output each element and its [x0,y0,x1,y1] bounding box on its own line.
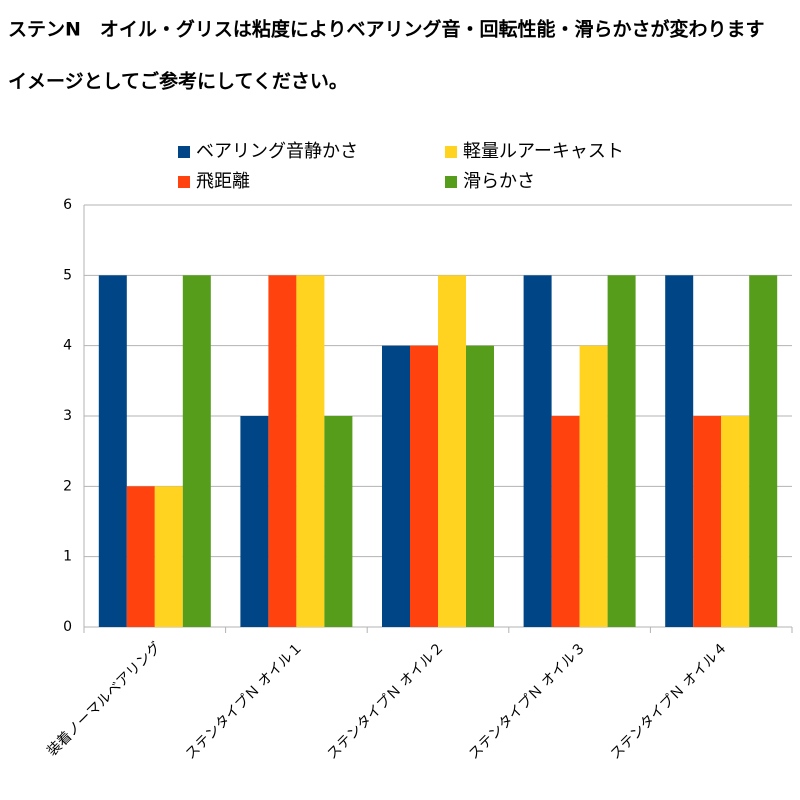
bar [296,275,325,627]
chart-subtitle: イメージとしてご参考にしてください。 [8,70,348,93]
bar [410,345,438,627]
bar [324,416,353,627]
y-tick-label: 1 [63,549,72,565]
x-tick-label: ステンタイプＮ オイル２ [324,639,447,762]
x-tick-label: ステンタイプＮ オイル１ [183,639,306,762]
bar [438,275,466,627]
legend-swatch [178,176,190,188]
legend-swatch [445,146,457,158]
bar [665,275,694,627]
bar [523,275,552,627]
y-tick-label: 2 [63,478,72,494]
y-tick-label: 6 [63,197,72,213]
bar [240,416,269,627]
chart-title: ステンN オイル・グリスは粘度によりベアリング音・回転性能・滑らかさが変わります [8,18,765,41]
legend-label: 滑らかさ [463,171,535,192]
bar [607,275,636,627]
bar [693,416,722,627]
bar [749,275,778,627]
bar [382,345,410,627]
legend-swatch [445,176,457,188]
legend-label: 軽量ルアーキャスト [463,141,624,162]
legend-label: 飛距離 [196,171,250,192]
y-tick-label: 3 [63,408,72,424]
legend-label: ベアリング音静かさ [196,141,358,162]
bar [579,345,608,627]
y-tick-label: 5 [63,267,72,283]
bar [268,275,297,627]
y-tick-label: 4 [63,338,72,354]
y-tick-label: 0 [63,619,72,635]
bar [466,345,494,627]
x-tick-label: 装着ノーマルベアリング [44,639,164,759]
x-tick-label: ステンタイプＮ オイル４ [607,639,730,762]
bar [551,416,580,627]
bar [182,275,211,627]
x-tick-label: ステンタイプＮ オイル３ [466,639,589,762]
bar [721,416,750,627]
bar [154,486,183,627]
bar [126,486,155,627]
legend-swatch [178,146,190,158]
bar [98,275,127,627]
